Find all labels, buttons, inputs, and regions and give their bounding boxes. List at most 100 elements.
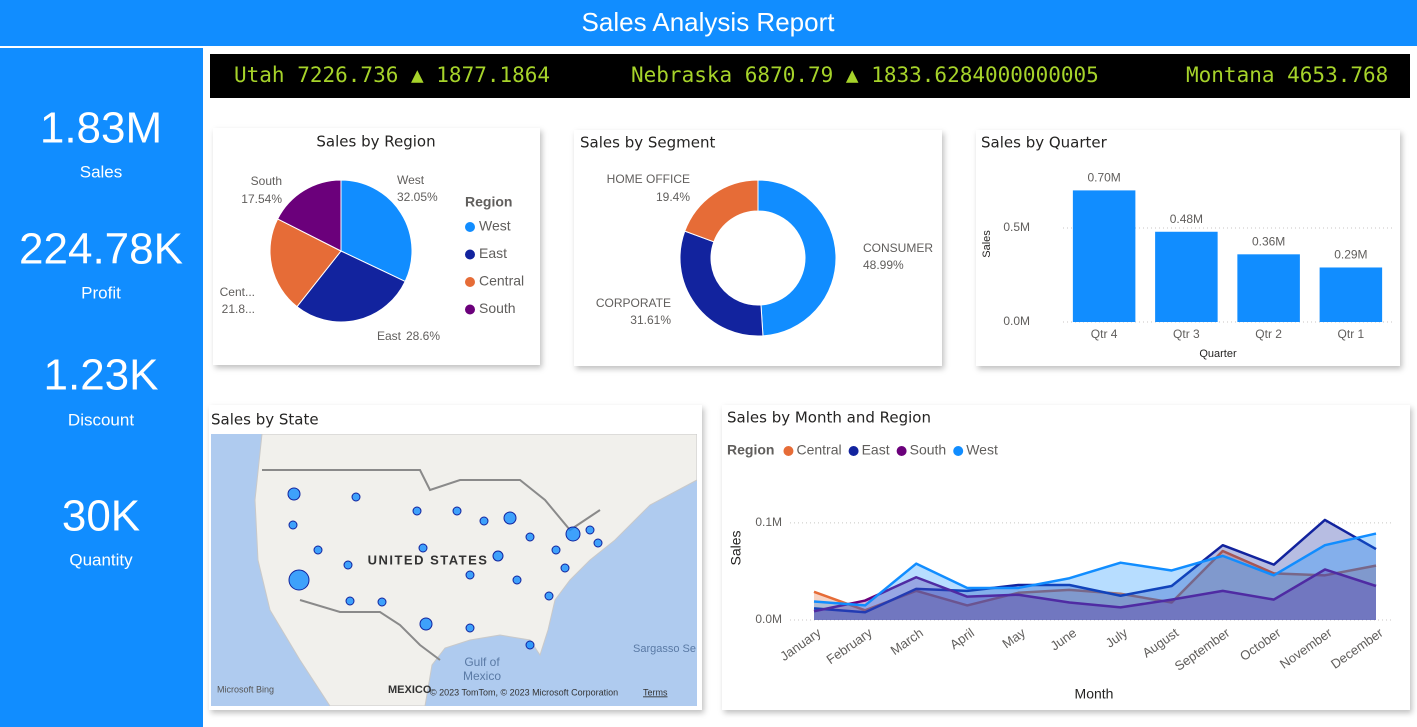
map-label: UNITED STATES (368, 552, 489, 567)
bubble (343, 560, 353, 570)
chart-title: Sales by Month and Region (727, 409, 931, 427)
bubble (551, 545, 561, 555)
chart-title: Sales by Quarter (981, 134, 1108, 152)
bubble (512, 575, 522, 585)
ticker-item: Utah 7226.736 ▲ 1877.1864 (234, 63, 550, 87)
y-tick-label: 0.1M (755, 515, 782, 529)
y-tick-label: 0.0M (1003, 314, 1030, 328)
legend-label: Central (796, 442, 841, 458)
kpi-value: 224.78K (19, 225, 183, 274)
bubble (351, 492, 361, 502)
legend-label: Central (479, 273, 524, 289)
bar (1237, 254, 1300, 322)
ticker: Utah 7226.736 ▲ 1877.1864 Nebraska 6870.… (234, 63, 1388, 87)
slice-name: West (397, 173, 425, 187)
legend-swatch (896, 446, 907, 456)
chart-title: Sales by Segment (580, 134, 715, 152)
kpi-label: Sales (80, 162, 123, 181)
x-axis-title: Month (1075, 686, 1114, 702)
map-label: Mexico (463, 669, 501, 683)
bubble (565, 526, 581, 542)
bubble (412, 506, 422, 516)
slice-value: 48.99% (863, 258, 904, 272)
bubble (503, 511, 517, 525)
map-credits: © 2023 TomTom, © 2023 Microsoft Corporat… (430, 687, 618, 697)
legend-title: Region (727, 442, 774, 458)
map: UNITED STATES Gulf of Mexico Sargasso Se… (211, 434, 697, 706)
legend-swatch (465, 222, 475, 232)
slice (269, 218, 342, 308)
slice-value: 21.8... (222, 302, 255, 316)
x-tick-label: Qtr 2 (1255, 327, 1282, 341)
y-axis-title: Sales (981, 230, 993, 258)
line (813, 532, 1377, 607)
slice-value: 31.61% (630, 313, 671, 327)
state-bubbles (287, 487, 603, 650)
legend-label: South (479, 300, 516, 316)
map-logo: Microsoft Bing (217, 684, 274, 694)
x-tick-label: Qtr 4 (1091, 327, 1118, 341)
bar-value-label: 0.48M (1170, 212, 1203, 226)
bubble (419, 617, 433, 631)
legend-swatch (783, 446, 794, 456)
bubble (560, 563, 570, 573)
y-tick-label: 0.0M (755, 612, 782, 626)
kpi-cards: 1.83M Sales 224.78K Profit 1.23K Discoun… (19, 104, 183, 570)
bubble (525, 532, 535, 542)
bubble (287, 487, 301, 501)
bubble (452, 506, 462, 516)
legend-swatch (848, 446, 859, 456)
slice-value: 17.54% (241, 192, 282, 206)
legend-label: West (966, 442, 998, 458)
bar (1072, 190, 1136, 322)
legend-swatch (465, 304, 475, 315)
slice-value: 32.05% (397, 190, 438, 204)
legend-title: Region (465, 194, 512, 210)
bar-value-label: 0.70M (1087, 171, 1120, 185)
bubble (288, 520, 298, 530)
x-tick-label: Qtr 1 (1338, 327, 1365, 341)
bar (1319, 267, 1383, 322)
legend-swatch (465, 249, 475, 260)
bar-value-label: 0.36M (1252, 234, 1285, 248)
slice (340, 179, 413, 283)
x-axis-title: Quarter (1199, 348, 1237, 360)
chart-title: Sales by State (211, 411, 319, 429)
area (814, 533, 1376, 620)
bubble (465, 623, 475, 633)
bar (1155, 231, 1218, 322)
land (254, 434, 697, 706)
x-tick-label: Qtr 3 (1173, 327, 1200, 341)
slice-name: Cent... (220, 285, 255, 299)
legend-swatch (465, 277, 475, 287)
slice-value: 28.6% (406, 329, 440, 343)
bubble (345, 596, 355, 606)
area (814, 569, 1376, 620)
bubble (492, 550, 504, 562)
kpi-value: 1.23K (44, 351, 159, 400)
legend-label: East (862, 442, 890, 458)
bubble (525, 640, 535, 650)
border (299, 599, 441, 661)
slice (684, 179, 759, 243)
card (722, 405, 1410, 710)
area (814, 519, 1376, 620)
slice-name: South (251, 174, 282, 188)
map-terms[interactable]: Terms (643, 687, 668, 697)
legend-label: West (479, 218, 511, 234)
legend-label: South (910, 442, 947, 458)
y-axis-title: Sales (728, 530, 744, 565)
ticker-item: Montana 4653.768 (1186, 63, 1388, 87)
legend-label: East (479, 245, 507, 261)
line (813, 568, 1377, 613)
kpi-value: 1.83M (40, 104, 162, 153)
bubble (593, 538, 603, 548)
kpi-label: Profit (81, 283, 121, 302)
header-bar (0, 0, 1417, 46)
kpi-label: Quantity (69, 550, 133, 569)
bubble (544, 591, 554, 601)
bubble (479, 516, 489, 526)
y-tick-label: 0.5M (1003, 220, 1030, 234)
sidebar (0, 48, 203, 727)
line (813, 518, 1377, 614)
